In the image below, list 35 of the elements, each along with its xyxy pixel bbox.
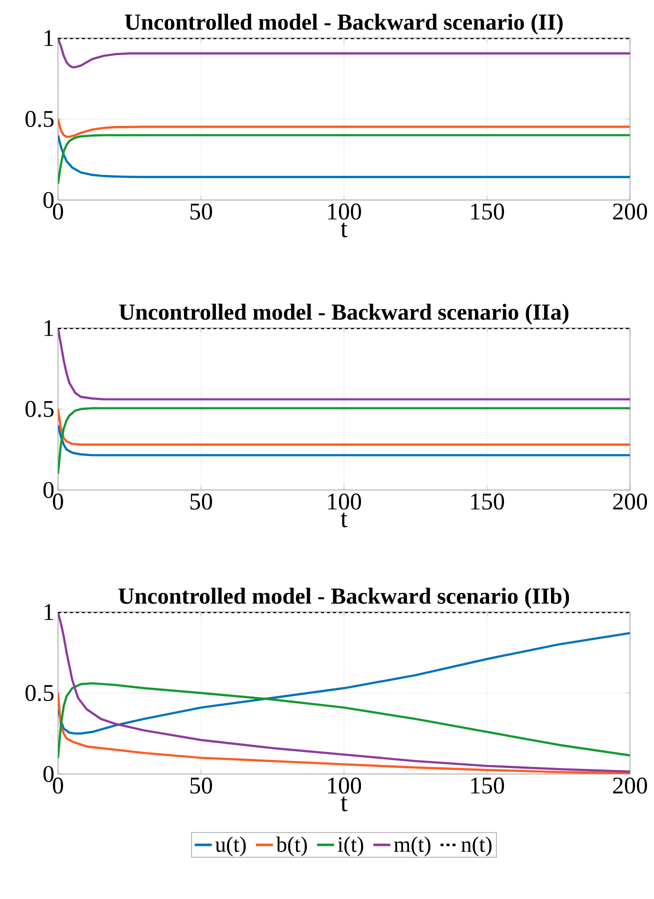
- x-axis-title: t: [340, 222, 348, 238]
- y-tick-label: 0: [43, 192, 54, 208]
- y-tick-label: 0.5: [26, 684, 54, 702]
- x-tick-label: 200: [613, 778, 648, 794]
- x-tick-label: 150: [471, 494, 504, 510]
- x-tick-label: 50: [190, 204, 212, 220]
- x-tick-label: 50: [190, 778, 212, 794]
- chart-title: Uncontrolled model - Backward scenario (IIb): [118, 588, 570, 609]
- legend-label: i(t): [338, 836, 364, 856]
- x-tick-label: 50: [190, 494, 212, 510]
- y-tick-label: 0: [43, 766, 54, 782]
- legend-label: b(t): [276, 836, 307, 856]
- x-tick-label: 200: [613, 204, 648, 220]
- legend-label: n(t): [461, 836, 492, 856]
- x-tick-label: 100: [328, 204, 362, 220]
- line-series: [58, 692, 630, 774]
- x-tick-label: 100: [328, 778, 362, 794]
- y-tick-label: 0.5: [26, 400, 54, 418]
- y-tick-label: 1: [44, 320, 54, 336]
- y-tick-label: 0.5: [26, 110, 54, 128]
- y-tick-label: 1: [44, 30, 54, 46]
- chart-title: Uncontrolled model - Backward scenario (II): [124, 14, 563, 35]
- legend-label: u(t): [215, 836, 246, 856]
- x-tick-label: 150: [471, 778, 504, 794]
- x-axis-title: t: [340, 796, 348, 812]
- x-axis-title: t: [340, 512, 348, 528]
- line-series: [58, 632, 630, 735]
- line-series: [58, 612, 630, 773]
- x-tick-label: 200: [613, 494, 648, 510]
- chart-title: Uncontrolled model - Backward scenario (IIa): [119, 304, 568, 325]
- y-tick-label: 0: [43, 482, 54, 498]
- x-tick-label: 150: [471, 204, 504, 220]
- y-tick-label: 1: [44, 604, 54, 620]
- x-tick-label: 100: [328, 494, 362, 510]
- legend-label: m(t): [394, 836, 430, 856]
